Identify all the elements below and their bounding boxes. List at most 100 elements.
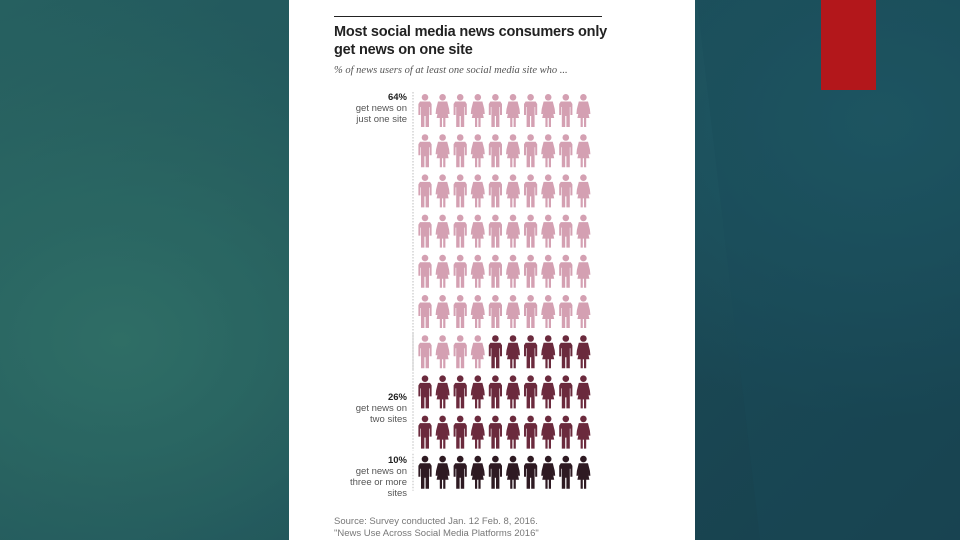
person-icon	[470, 254, 485, 288]
person-icon	[453, 415, 467, 449]
person-icon	[418, 254, 432, 288]
person-icon	[524, 174, 538, 208]
person-icon	[524, 335, 538, 369]
person-icon	[559, 94, 573, 127]
person-icon	[506, 415, 520, 449]
group-label-two-sites: 26% get news on two sites	[319, 392, 407, 425]
group-label-line: get news on	[355, 466, 407, 477]
person-icon	[418, 375, 432, 409]
person-icon	[453, 295, 467, 328]
person-icon	[453, 375, 467, 409]
person-icon	[488, 254, 502, 288]
person-icon	[506, 375, 520, 409]
person-icon	[576, 174, 591, 208]
person-icon	[470, 375, 485, 409]
group-label-one-site: 64% get news on just one site	[319, 92, 407, 125]
person-icon	[418, 335, 432, 369]
person-icon	[576, 214, 591, 248]
person-icon	[541, 214, 556, 248]
title-rule	[334, 16, 602, 17]
person-icon	[576, 455, 591, 489]
person-icon	[524, 214, 538, 248]
person-icon	[435, 375, 450, 409]
person-icon	[488, 174, 502, 208]
chart-title: Most social media news consumers only ge…	[334, 24, 608, 58]
person-icon	[453, 174, 467, 208]
group-label-line: get news on	[355, 103, 407, 114]
person-icon	[506, 254, 520, 288]
person-icon	[541, 134, 556, 168]
person-icon	[559, 134, 573, 168]
person-icon	[506, 174, 520, 208]
person-icon	[524, 295, 538, 328]
group-label-line: just one site	[356, 114, 407, 125]
person-icon	[488, 134, 502, 168]
person-icon	[576, 335, 591, 369]
person-icon	[470, 295, 485, 328]
person-icon	[506, 455, 520, 489]
person-icon	[435, 214, 450, 248]
person-icon	[453, 335, 467, 369]
person-icon	[488, 375, 502, 409]
person-icon	[559, 254, 573, 288]
person-icon	[453, 94, 467, 127]
person-icon	[418, 134, 432, 168]
person-icon	[506, 94, 520, 127]
person-icon	[541, 295, 556, 328]
person-icon	[418, 174, 432, 208]
person-icon	[541, 455, 556, 489]
group-value-label: 64%	[387, 92, 407, 103]
person-icon	[576, 134, 591, 168]
person-icon	[453, 134, 467, 168]
person-icon	[488, 94, 502, 127]
person-icon	[541, 254, 556, 288]
source-line: "News Use Across Social Media Platforms …	[334, 527, 539, 539]
person-icon	[453, 254, 467, 288]
person-icon	[470, 94, 485, 127]
person-icon	[435, 174, 450, 208]
source-note: Source: Survey conducted Jan. 12 Feb. 8,…	[334, 516, 634, 539]
person-icon	[435, 415, 450, 449]
person-icon	[524, 455, 538, 489]
person-icon	[418, 455, 432, 489]
person-icon	[418, 214, 432, 248]
person-icon	[453, 455, 467, 489]
group-value-label: 26%	[387, 392, 407, 403]
person-icon	[488, 295, 502, 328]
person-icon	[506, 134, 520, 168]
person-icon	[576, 295, 591, 328]
group-label-three-plus-sites: 10% get news on three or more sites	[319, 455, 407, 499]
person-icon	[506, 295, 520, 328]
person-icon	[559, 214, 573, 248]
person-icon	[576, 94, 591, 127]
group-label-line: sites	[387, 488, 407, 499]
person-icon	[435, 295, 450, 328]
person-icon	[524, 375, 538, 409]
person-icon	[559, 415, 573, 449]
person-icon	[470, 214, 485, 248]
person-icon	[541, 375, 556, 409]
person-icon	[559, 174, 573, 208]
person-icon	[470, 415, 485, 449]
red-accent-bar	[821, 0, 876, 90]
person-icon	[435, 335, 450, 369]
chart-subtitle: % of news users of at least one social m…	[334, 65, 568, 76]
person-icon	[524, 94, 538, 127]
person-icon	[470, 134, 485, 168]
person-icon	[541, 174, 556, 208]
person-icon	[576, 375, 591, 409]
person-icon	[488, 335, 502, 369]
group-label-line: three or more	[349, 477, 407, 488]
person-icon	[559, 455, 573, 489]
person-icon	[488, 455, 502, 489]
person-icon	[524, 254, 538, 288]
person-icon	[435, 94, 450, 127]
person-icon	[470, 335, 485, 369]
person-icon	[576, 254, 591, 288]
person-icon	[418, 295, 432, 328]
person-icon	[559, 295, 573, 328]
group-label-line: two sites	[370, 414, 407, 425]
icon-array-chart	[412, 92, 591, 491]
person-icon	[506, 335, 520, 369]
